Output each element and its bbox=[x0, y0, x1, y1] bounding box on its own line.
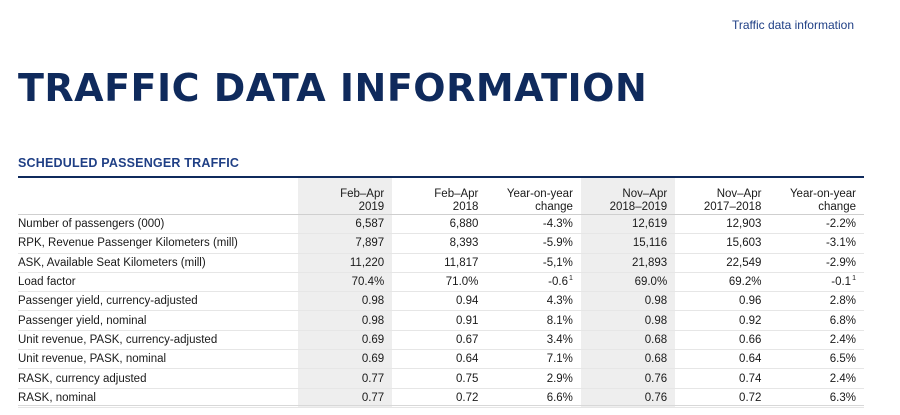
table-cell: 0.76 bbox=[580, 368, 676, 389]
table-cell: 22,549 bbox=[675, 253, 770, 273]
table-cell: 6,587 bbox=[298, 214, 393, 235]
table-row: Unit revenue, PASK, currency-adjusted 0.6… bbox=[18, 330, 864, 351]
table-cell: 69.2% bbox=[675, 272, 770, 293]
row-label: Passenger yield, nominal bbox=[18, 310, 299, 331]
column-header: Feb–Apr 2018 bbox=[392, 178, 487, 215]
table-cell: 0.68 bbox=[580, 349, 676, 370]
table-cell: 11,817 bbox=[392, 253, 487, 273]
table-cell: 0.92 bbox=[675, 310, 770, 331]
table-cell: 6.6% bbox=[486, 388, 581, 408]
table-cell: 8.1% bbox=[486, 310, 581, 331]
section-rule bbox=[18, 176, 864, 178]
table-cell: 6.5% bbox=[769, 349, 864, 370]
bottom-rule bbox=[18, 405, 864, 406]
table-cell: 0.66 bbox=[675, 330, 770, 351]
table-cell: 0.69 bbox=[298, 349, 393, 370]
table-cell: -5.9% bbox=[486, 233, 581, 254]
table-cell: 70.4% bbox=[298, 272, 393, 293]
table-cell: 12,903 bbox=[675, 214, 770, 235]
table-row: Unit revenue, PASK, nominal 0.69 0.64 7.1% 0… bbox=[18, 349, 864, 370]
table-cell: 7,897 bbox=[298, 233, 393, 254]
footnote-marker: 1 bbox=[852, 275, 856, 283]
column-header: Nov–Apr 2018–2019 bbox=[580, 178, 676, 215]
table-cell: 0.64 bbox=[392, 349, 487, 370]
row-label: Load factor bbox=[18, 272, 299, 293]
header-link[interactable]: Traffic data information bbox=[731, 18, 854, 32]
label-column-header bbox=[18, 178, 299, 215]
table-cell: -0.11 bbox=[769, 272, 864, 293]
table-cell: 0.98 bbox=[580, 310, 676, 331]
table-cell: 0.72 bbox=[675, 388, 770, 408]
page-title: TRAFFIC DATA INFORMATION bbox=[18, 66, 648, 110]
table-row: ASK, Available Seat Kilometers (mill) 11,… bbox=[18, 253, 864, 273]
row-label: Number of passengers (000) bbox=[18, 214, 299, 235]
table-row: Passenger yield, currency-adjusted 0.98 0.… bbox=[18, 291, 864, 312]
table-cell: 8,393 bbox=[392, 233, 487, 254]
table-cell: 0.64 bbox=[675, 349, 770, 370]
table-row: RPK, Revenue Passenger Kilometers (mill)… bbox=[18, 233, 864, 254]
column-header: Year-on-year change bbox=[486, 178, 581, 215]
row-label: Unit revenue, PASK, nominal bbox=[18, 349, 299, 370]
table-cell: 21,893 bbox=[580, 253, 676, 273]
table-cell: -4.3% bbox=[486, 214, 581, 235]
table-row: RASK, nominal 0.77 0.72 6.6% 0.76 0.72 6.3% bbox=[18, 388, 864, 408]
table-cell: 0.98 bbox=[298, 310, 393, 331]
traffic-table: Feb–Apr 2019 Feb–Apr 2018 Year-on-year chan… bbox=[18, 178, 864, 408]
column-header: Feb–Apr 2019 bbox=[298, 178, 393, 215]
table-cell: -3.1% bbox=[769, 233, 864, 254]
column-header: Nov–Apr 2017–2018 bbox=[675, 178, 770, 215]
row-label: RASK, currency adjusted bbox=[18, 368, 299, 389]
table-cell: 7.1% bbox=[486, 349, 581, 370]
section-title: SCHEDULED PASSENGER TRAFFIC bbox=[18, 156, 240, 170]
row-label: Unit revenue, PASK, currency-adjusted bbox=[18, 330, 299, 351]
table-cell: 0.77 bbox=[298, 388, 393, 408]
table-cell: 0.72 bbox=[392, 388, 487, 408]
table-cell: 0.94 bbox=[392, 291, 487, 312]
table-row: RASK, currency adjusted 0.77 0.75 2.9% 0.76 0… bbox=[18, 368, 864, 389]
table-header-row: Feb–Apr 2019 Feb–Apr 2018 Year-on-year chan… bbox=[18, 178, 864, 215]
table-cell: 11,220 bbox=[298, 253, 393, 273]
table-cell: 6,880 bbox=[392, 214, 487, 235]
table-cell: 0.74 bbox=[675, 368, 770, 389]
column-header: Year-on-year change bbox=[769, 178, 864, 215]
table-cell: 0.91 bbox=[392, 310, 487, 331]
table-cell: 69.0% bbox=[580, 272, 676, 293]
table-cell: -5,1% bbox=[486, 253, 581, 273]
table-cell: 2.4% bbox=[769, 330, 864, 351]
table-cell: 12,619 bbox=[580, 214, 676, 235]
table-cell: -2.9% bbox=[769, 253, 864, 273]
table-row: Passenger yield, nominal 0.98 0.91 8.1% 0.98… bbox=[18, 310, 864, 331]
table-cell: 0.98 bbox=[580, 291, 676, 312]
table-cell: 0.76 bbox=[580, 388, 676, 408]
table-cell: 0.77 bbox=[298, 368, 393, 389]
table-cell: 0.69 bbox=[298, 330, 393, 351]
table-cell: -0.61 bbox=[486, 272, 581, 293]
table-cell: 0.67 bbox=[392, 330, 487, 351]
table-cell: 2.4% bbox=[769, 368, 864, 389]
table-cell: 4.3% bbox=[486, 291, 581, 312]
footnote-marker: 1 bbox=[569, 275, 573, 283]
table-cell: 15,603 bbox=[675, 233, 770, 254]
table-cell: 3.4% bbox=[486, 330, 581, 351]
table-cell: -2.2% bbox=[769, 214, 864, 235]
table-row: Number of passengers (000) 6,587 6,880 -4.3… bbox=[18, 214, 864, 235]
table-cell: 2.8% bbox=[769, 291, 864, 312]
table-cell: 6.8% bbox=[769, 310, 864, 331]
table-cell: 0.75 bbox=[392, 368, 487, 389]
table-row: Load factor 70.4% 71.0% -0.61 69.0% 69.2% -0.1… bbox=[18, 272, 864, 293]
row-label: ASK, Available Seat Kilometers (mill) bbox=[18, 253, 299, 273]
table-cell: 0.68 bbox=[580, 330, 676, 351]
table-cell: 71.0% bbox=[392, 272, 487, 293]
row-label: RASK, nominal bbox=[18, 388, 299, 408]
row-label: RPK, Revenue Passenger Kilometers (mill) bbox=[18, 233, 299, 254]
table-cell: 0.98 bbox=[298, 291, 393, 312]
row-label: Passenger yield, currency-adjusted bbox=[18, 291, 299, 312]
table-cell: 6.3% bbox=[769, 388, 864, 408]
table-cell: 2.9% bbox=[486, 368, 581, 389]
table-cell: 0.96 bbox=[675, 291, 770, 312]
table-cell: 15,116 bbox=[580, 233, 676, 254]
